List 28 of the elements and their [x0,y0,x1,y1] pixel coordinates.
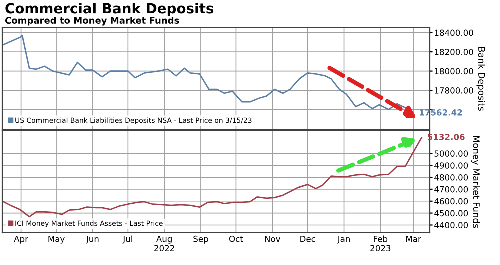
x-tick-label: Jan [337,236,350,244]
x-tick-label: May [48,236,65,244]
y-tick-label: 4500.00 [434,210,468,217]
line-series [2,137,422,218]
y-tick-label: 4800.00 [434,174,468,181]
x-tick-label: Apr [14,236,28,244]
chart-subtitle: Compared to Money Market Funds [5,17,180,26]
x-tick-label: Dec [300,236,316,242]
y-tick-label: 4400.00 [434,222,468,229]
y-tick-label: 17800.00 [435,88,474,94]
x-tick-label: Nov [265,236,281,242]
x-tick-label: Jun [86,236,99,244]
x-tick-label: Jul [122,236,132,244]
y-axis-title: Money Market Funds [471,136,480,228]
y-tick-label: 5000.00 [434,150,468,157]
chart-title: Commercial Bank Deposits [6,3,214,16]
y-tick-label: 18400.00 [435,30,474,36]
y-axis-title: Bank Deposits [476,48,486,111]
y-tick-label: 18000.00 [435,68,474,75]
y-tick-label: 18200.00 [435,49,474,56]
y-tick-label: 4600.00 [434,198,468,205]
y-tick-label: 4700.00 [434,186,468,193]
x-tick-label: Sep [194,236,208,244]
x-tick-label: Feb 2023 [370,236,391,252]
x-tick-label: Aug 2022 [154,236,174,252]
x-tick-label: Mar [406,236,422,242]
x-tick-label: Oct [229,236,244,242]
y-tick-label: 4900.00 [434,162,468,169]
